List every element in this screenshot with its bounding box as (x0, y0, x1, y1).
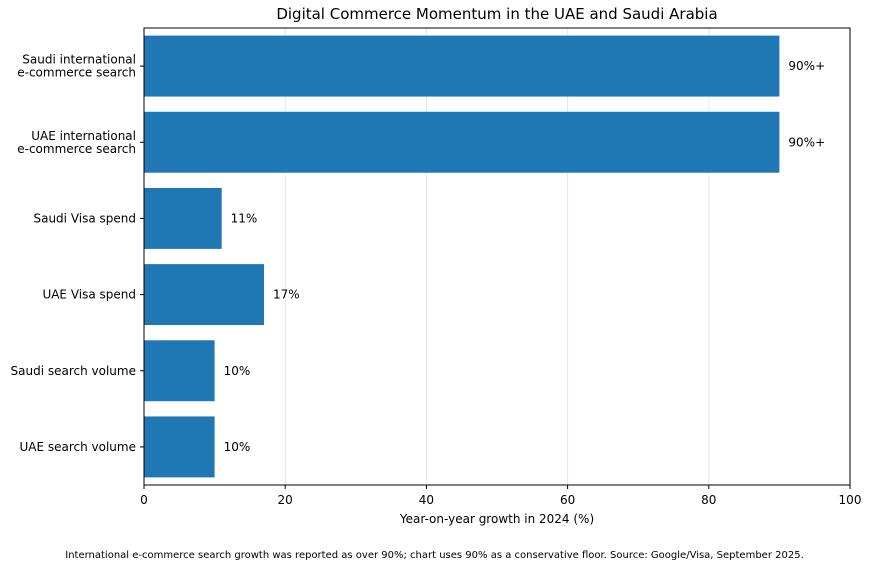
axis-ticks: 0 20 40 60 80 100 (140, 65, 862, 507)
x-tick-label: 40 (419, 493, 434, 507)
bar (144, 340, 215, 402)
x-tick-label: 0 (140, 493, 148, 507)
data-label: 17% (273, 288, 300, 302)
plot-frame (143, 27, 851, 486)
category-label: UAE Visa spend (42, 288, 136, 302)
x-tick-label: 80 (701, 493, 716, 507)
category-label: UAE search volume (19, 440, 136, 454)
bar (144, 416, 215, 478)
data-label: 10% (224, 440, 251, 454)
footnote: International e-commerce search growth w… (65, 550, 804, 561)
x-axis-label: Year-on-year growth in 2024 (%) (399, 512, 594, 526)
category-label: Saudi international e-commerce search (17, 53, 136, 80)
x-tick-label: 20 (278, 493, 293, 507)
bar (144, 187, 222, 249)
bar-chart: 0 20 40 60 80 100 Saudi international e-commer… (11, 5, 862, 526)
data-label: 10% (224, 364, 251, 378)
x-tick-label: 100 (839, 493, 862, 507)
data-label: 90%+ (788, 59, 825, 73)
bar (144, 264, 265, 326)
chart-title: Digital Commerce Momentum in the UAE and… (276, 5, 717, 23)
category-label: Saudi Visa spend (33, 211, 136, 225)
data-label: 90%+ (788, 135, 825, 149)
category-label: Saudi search volume (11, 364, 136, 378)
bars (144, 35, 780, 478)
bar (144, 35, 780, 97)
category-label: UAE international e-commerce search (17, 129, 136, 156)
x-tick-label: 60 (560, 493, 575, 507)
category-labels: Saudi international e-commerce search UAE … (11, 53, 136, 454)
data-labels: 90%+ 90%+ 11% 17% 10% 10% (224, 59, 826, 454)
bar (144, 111, 780, 173)
data-label: 11% (231, 211, 258, 225)
